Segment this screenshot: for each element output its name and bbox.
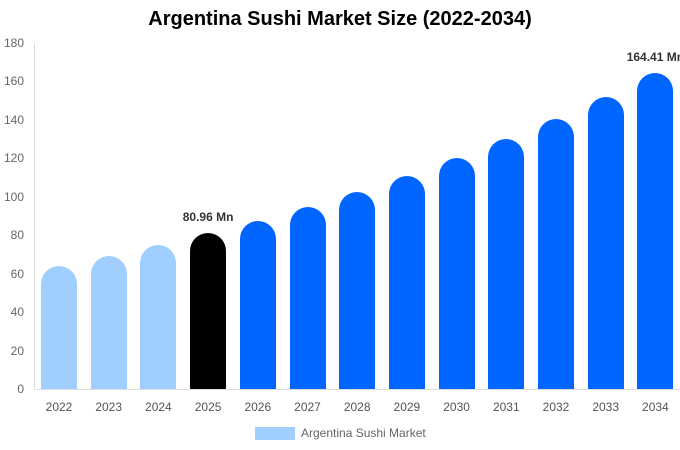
bar-2025[interactable] (190, 233, 227, 389)
x-tick-label: 2030 (443, 400, 470, 414)
x-tick-label: 2023 (95, 400, 123, 414)
legend[interactable]: Argentina Sushi Market (255, 426, 426, 440)
bar-2027[interactable] (289, 206, 326, 389)
x-tick-label: 2025 (194, 400, 222, 414)
bar-2023[interactable] (90, 256, 127, 389)
legend-label: Argentina Sushi Market (301, 426, 426, 440)
bar-2032[interactable] (538, 118, 574, 389)
chart-title: Argentina Sushi Market Size (2022-2034) (148, 8, 532, 30)
bar-2030[interactable] (438, 158, 475, 389)
y-tick-label: 140 (3, 112, 24, 127)
x-tick-label: 2034 (642, 400, 669, 414)
y-tick-label: 20 (10, 343, 24, 358)
y-axis-line (34, 43, 35, 389)
bar-2022[interactable] (41, 266, 77, 389)
x-tick-label: 2032 (542, 400, 570, 414)
bar-2029[interactable] (388, 175, 425, 389)
y-tick-label: 80 (10, 228, 24, 243)
y-tick-label: 100 (3, 189, 24, 204)
legend-swatch (255, 426, 295, 440)
y-tick-label: 180 (3, 36, 24, 50)
y-tick-label: 60 (10, 266, 24, 281)
bar-2028[interactable] (339, 191, 376, 389)
bar-2033[interactable] (587, 96, 624, 389)
x-tick-label: 2022 (45, 400, 73, 414)
y-tick-label: 120 (3, 151, 24, 166)
x-tick-label: 2028 (343, 400, 371, 414)
x-tick-label: 2033 (592, 400, 620, 414)
y-tick-label: 160 (3, 74, 24, 89)
bar-2034[interactable] (637, 72, 674, 389)
data-label-2034: 164.41 Mn (626, 49, 680, 64)
x-tick-label: 2024 (145, 400, 172, 414)
data-label-2025: 80.96 Mn (182, 210, 234, 225)
y-tick-label: 0 (17, 382, 24, 396)
x-tick-label: 2031 (492, 400, 520, 414)
bar-2026[interactable] (239, 220, 276, 389)
y-tick-label: 40 (10, 305, 24, 320)
x-tick-label: 2027 (294, 400, 321, 414)
x-tick-label: 2026 (244, 400, 272, 414)
x-axis-line (34, 389, 680, 390)
bar-2024[interactable] (140, 245, 177, 389)
x-tick-label: 2029 (393, 400, 421, 414)
bar-2031[interactable] (488, 139, 525, 389)
